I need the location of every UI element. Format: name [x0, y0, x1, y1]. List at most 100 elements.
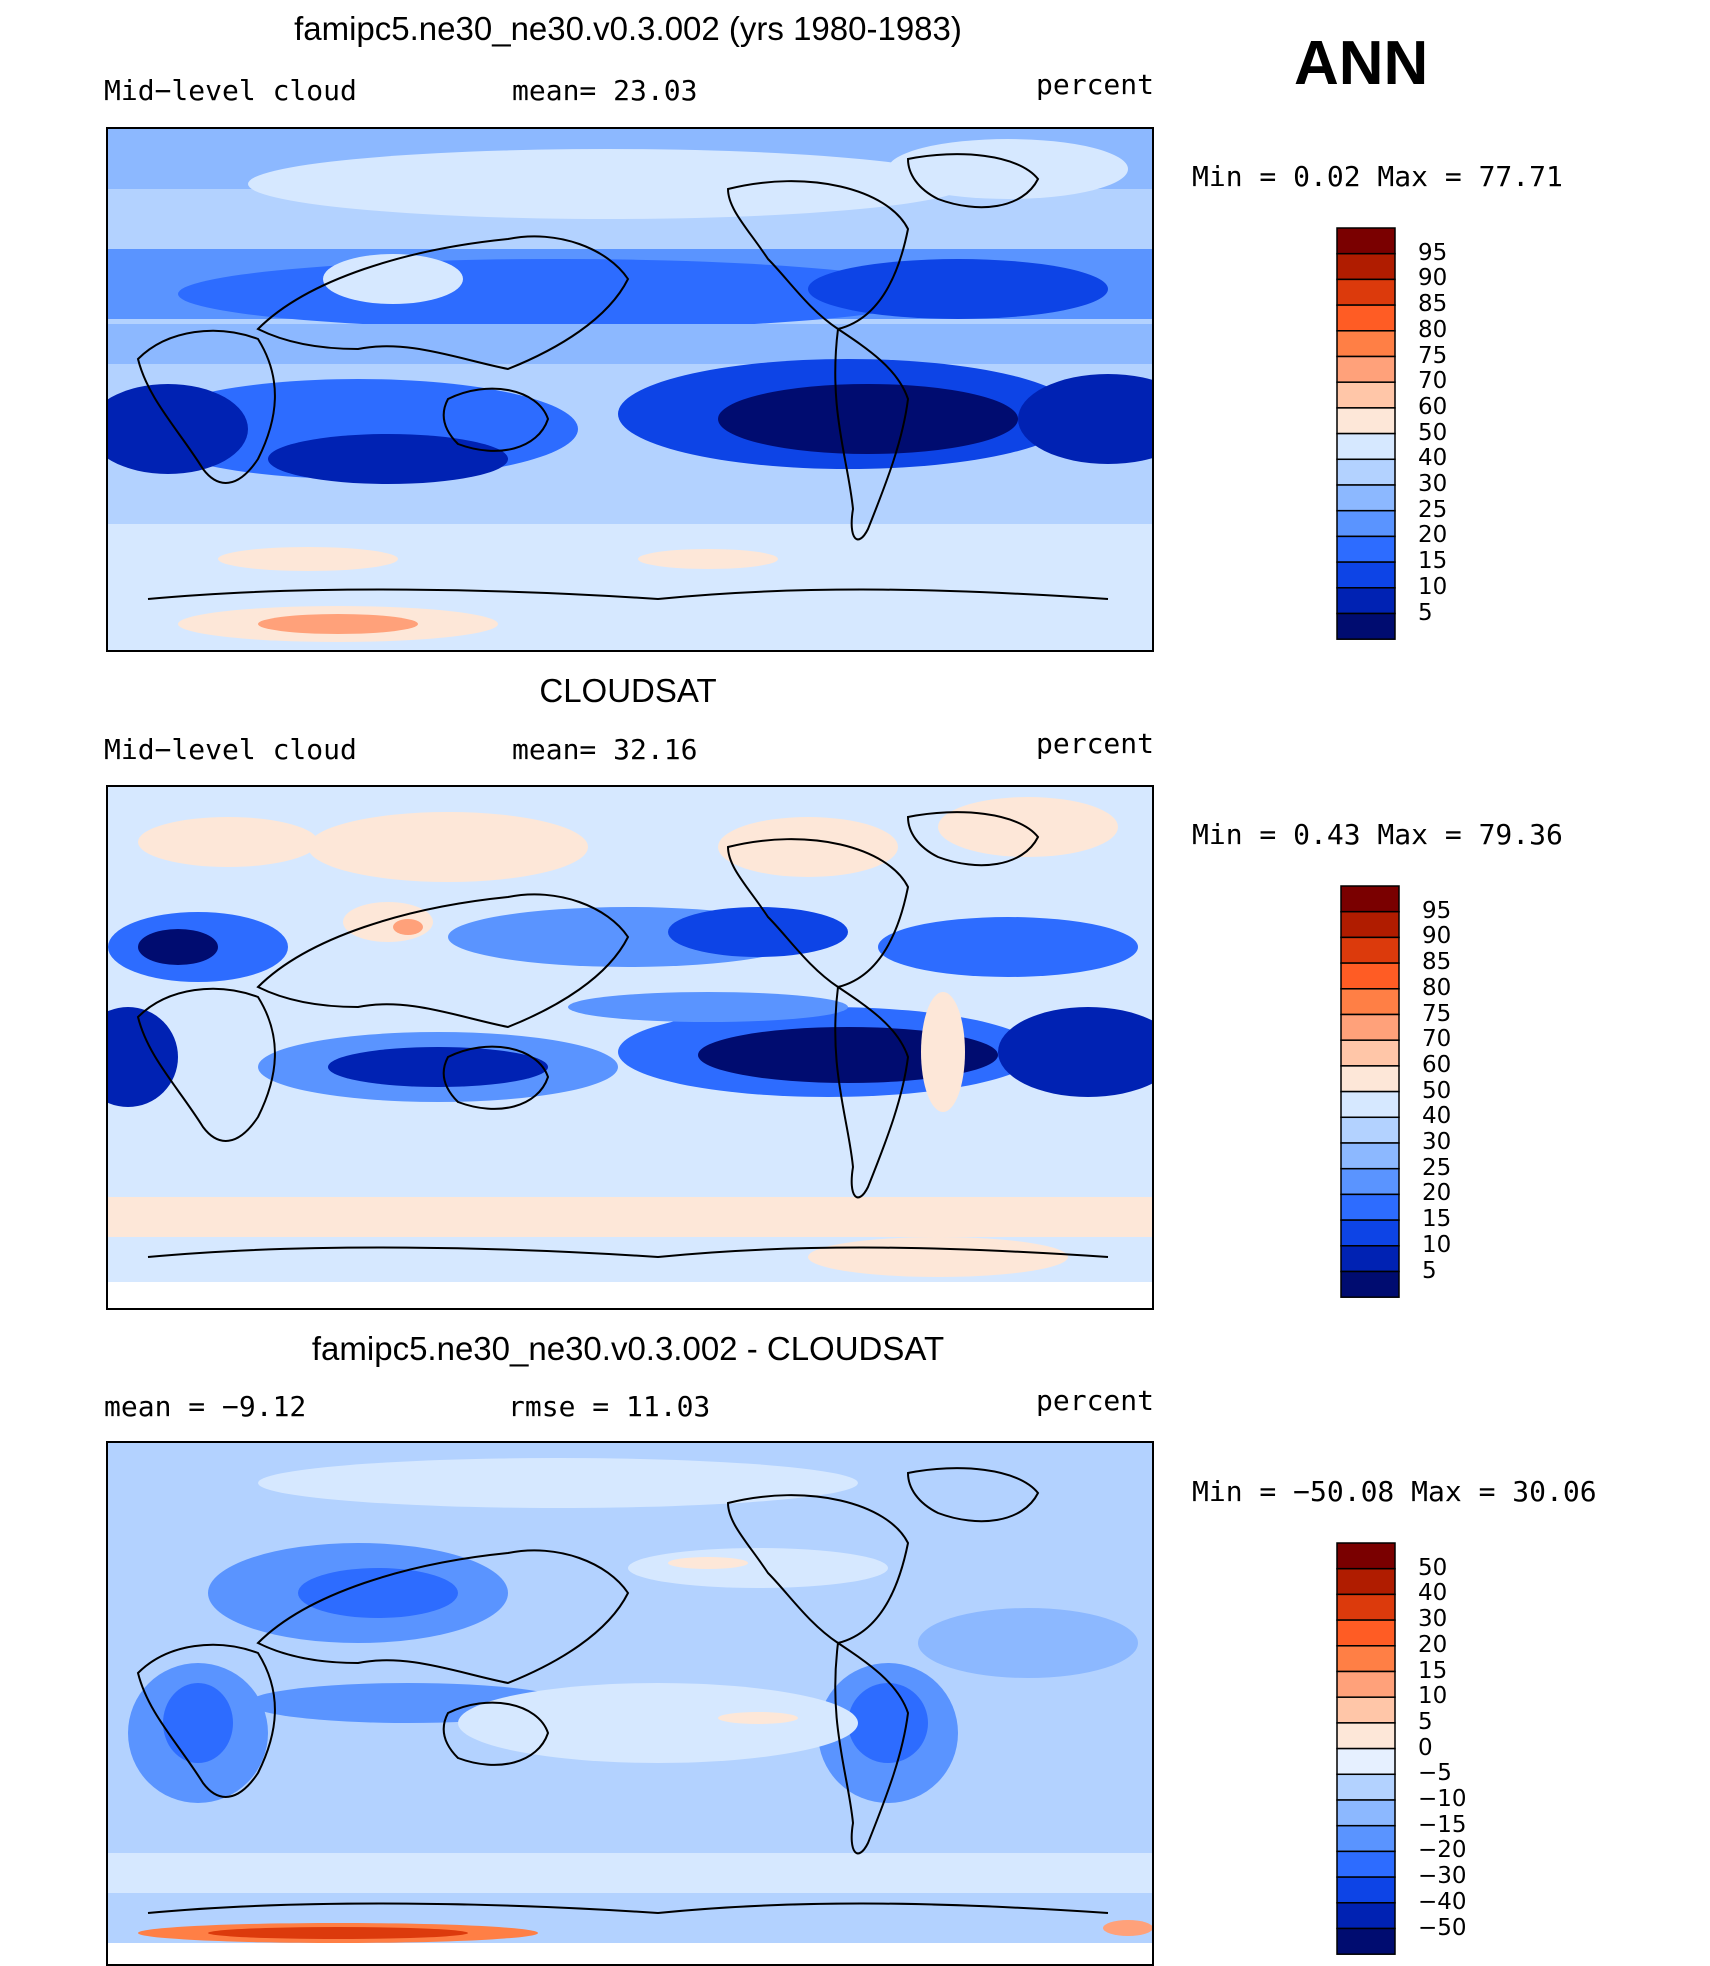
- colorbar-box: [1340, 936, 1400, 964]
- colorbar-box: [1340, 1167, 1400, 1196]
- colorbar-box: [1340, 962, 1400, 990]
- colorbar-tick-label: 15: [1418, 548, 1448, 575]
- colorbar-box: [1336, 1696, 1396, 1724]
- colorbar-tick-label: 40: [1418, 1580, 1448, 1607]
- colorbar-tick-label: 85: [1422, 949, 1452, 976]
- colorbar-tick-label: −15: [1418, 1811, 1467, 1838]
- colorbar-box: [1336, 1542, 1396, 1570]
- panel-3-rmse-label: rmse = 11.03: [508, 1390, 711, 1423]
- colorbar-box: [1336, 252, 1396, 281]
- colorbar-tick-label: 75: [1418, 342, 1448, 369]
- colorbar-tick-label: 30: [1418, 471, 1448, 497]
- colorbar-tick-label: 70: [1418, 368, 1448, 395]
- colorbar-tick-label: −30: [1418, 1863, 1467, 1890]
- colorbar-tick-label: 30: [1418, 1606, 1448, 1633]
- colorbar-tick-label: 20: [1418, 1631, 1448, 1658]
- colorbar-box: [1340, 1013, 1400, 1041]
- colorbar-boxes: [1336, 1542, 1396, 1955]
- colorbar-tick-label: −5: [1418, 1760, 1452, 1787]
- colorbar-tick-label: 50: [1418, 1554, 1448, 1581]
- colorbar-tick-label: 80: [1422, 974, 1452, 1001]
- colorbar-box: [1336, 227, 1396, 255]
- colorbar-tick-label: 90: [1418, 265, 1448, 292]
- colorbar-box: [1340, 1219, 1400, 1247]
- colorbar-box: [1336, 612, 1396, 640]
- colorbar-box: [1336, 407, 1396, 435]
- colorbar-tick-label: 80: [1418, 316, 1448, 343]
- colorbar-tick-label: 40: [1422, 1103, 1452, 1130]
- colorbar-tick-label: 60: [1422, 1051, 1452, 1078]
- colorbar-box: [1336, 304, 1396, 332]
- colorbar-box: [1336, 1722, 1396, 1750]
- colorbar-box: [1340, 1090, 1400, 1119]
- colorbar-tick-label: 50: [1422, 1077, 1452, 1104]
- colorbar-box: [1340, 1245, 1400, 1273]
- colorbar-tick-label: −50: [1418, 1914, 1467, 1941]
- colorbar-box: [1336, 381, 1396, 409]
- colorbar-box: [1340, 1142, 1400, 1170]
- panel-1-left-label: Mid−level cloud: [104, 74, 357, 107]
- colorbar-box: [1336, 587, 1396, 615]
- colorbar-box: [1336, 330, 1396, 358]
- panel-1-units-label: percent: [1036, 68, 1155, 101]
- colorbar-box: [1336, 1799, 1396, 1827]
- colorbar-tick-label: 10: [1418, 1683, 1448, 1710]
- panel-2-units-label: percent: [1036, 727, 1155, 760]
- colorbar-box: [1340, 1065, 1400, 1093]
- colorbar-box: [1336, 278, 1396, 306]
- colorbar-box: [1336, 432, 1396, 461]
- colorbar-tick-label: 20: [1418, 522, 1448, 549]
- colorbar-box: [1336, 535, 1396, 563]
- colorbar-tick-label: −10: [1418, 1786, 1467, 1812]
- panel-3-minmax: Min = −50.08 Max = 30.06: [1192, 1475, 1597, 1508]
- colorbar-boxes: [1336, 227, 1396, 640]
- season-label: ANN: [1294, 29, 1429, 98]
- panel-1-map: [106, 127, 1154, 652]
- colorbar-box: [1336, 458, 1396, 486]
- colorbar-box: [1340, 988, 1400, 1016]
- colorbar-box: [1336, 1645, 1396, 1673]
- colorbar-boxes: [1340, 885, 1400, 1298]
- colorbar-box: [1336, 509, 1396, 538]
- colorbar-tick-label: 10: [1422, 1231, 1452, 1258]
- colorbar-tick-label: 15: [1418, 1657, 1448, 1684]
- colorbar-tick-label: 5: [1418, 599, 1433, 626]
- colorbar-box: [1336, 1670, 1396, 1698]
- panel-2-map: [106, 785, 1154, 1310]
- panel-2-left-label: Mid−level cloud: [104, 733, 357, 766]
- colorbar-box: [1336, 1902, 1396, 1930]
- colorbar-box: [1340, 910, 1400, 939]
- colorbar-box: [1336, 1773, 1396, 1801]
- colorbar-tick-label: 10: [1418, 573, 1448, 600]
- panel-2-mean-label: mean= 32.16: [512, 733, 698, 766]
- colorbar-box: [1336, 355, 1396, 383]
- colorbar-box: [1336, 1593, 1396, 1621]
- colorbar-tick-label: 5: [1422, 1257, 1437, 1284]
- colorbar-tick-label: 95: [1422, 897, 1452, 924]
- panel-1-title: famipc5.ne30_ne30.v0.3.002 (yrs 1980-198…: [294, 10, 962, 47]
- panel-3-units-label: percent: [1036, 1384, 1155, 1417]
- colorbar-tick-label: −20: [1418, 1837, 1467, 1864]
- colorbar-box: [1336, 1567, 1396, 1596]
- colorbar-box: [1336, 484, 1396, 512]
- colorbar-tick-label: 30: [1422, 1129, 1452, 1155]
- colorbar-tick-label: 0: [1418, 1734, 1433, 1761]
- colorbar-tick-label: 50: [1418, 419, 1448, 446]
- colorbar-tick-label: 85: [1418, 291, 1448, 318]
- colorbar-tick-label: 15: [1422, 1206, 1452, 1233]
- colorbar-tick-label: 40: [1418, 445, 1448, 472]
- panel-3-mean-label: mean = −9.12: [104, 1390, 307, 1423]
- colorbar-box: [1336, 1850, 1396, 1878]
- panel-3-title: famipc5.ne30_ne30.v0.3.002 - CLOUDSAT: [311, 1330, 945, 1367]
- panel-1-mean-label: mean= 23.03: [512, 74, 698, 107]
- colorbar-box: [1340, 1193, 1400, 1221]
- panel-2-title: CLOUDSAT: [539, 672, 717, 709]
- colorbar-tick-label: 95: [1418, 239, 1448, 266]
- colorbar-tick-label: 70: [1422, 1026, 1452, 1053]
- colorbar-box: [1340, 1270, 1400, 1298]
- colorbar-tick-label: 60: [1418, 393, 1448, 420]
- colorbar-box: [1336, 1876, 1396, 1904]
- colorbar-box: [1336, 1824, 1396, 1853]
- colorbar-tick-label: −40: [1418, 1888, 1467, 1915]
- colorbar-box: [1336, 1619, 1396, 1647]
